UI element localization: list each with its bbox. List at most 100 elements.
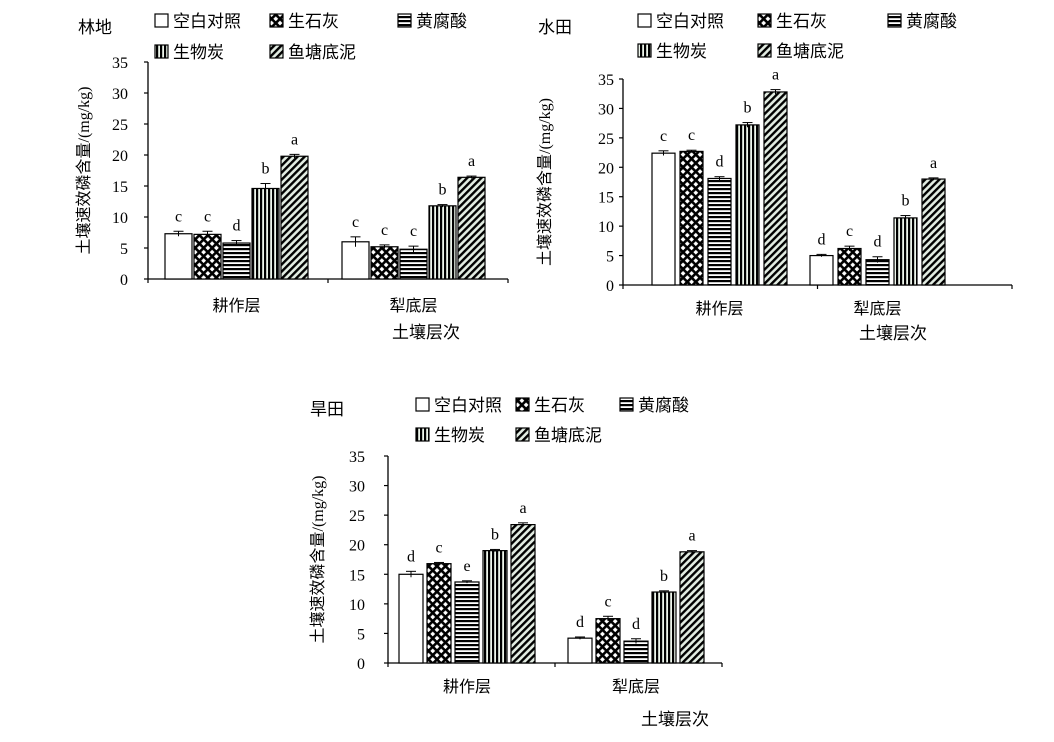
bar — [623, 640, 649, 664]
legend-swatch — [887, 13, 902, 28]
legend-swatch — [154, 44, 169, 59]
legend-label: 生石灰 — [288, 12, 339, 31]
legend-swatch — [757, 13, 772, 28]
y-tick-label: 20 — [598, 160, 614, 177]
legend-item: 生物炭 — [154, 43, 224, 62]
legend-swatch — [637, 13, 652, 28]
y-tick-label: 35 — [112, 55, 128, 72]
legend-item: 生物炭 — [637, 42, 707, 61]
legend-swatch — [415, 397, 430, 412]
significance-letter: c — [660, 128, 667, 145]
significance-letter: a — [519, 500, 526, 517]
y-tick-label: 10 — [112, 210, 128, 227]
significance-letter: d — [874, 234, 882, 251]
significance-letter: a — [291, 131, 298, 148]
y-tick-label: 0 — [357, 656, 365, 673]
y-tick-label: 25 — [112, 117, 128, 134]
y-tick-label: 5 — [357, 626, 365, 643]
legend-label: 黄腐酸 — [638, 396, 689, 415]
bar — [809, 254, 834, 286]
significance-letter: d — [576, 614, 584, 631]
chart-title: 旱田 — [310, 400, 344, 419]
significance-letter: c — [381, 222, 388, 239]
bar — [707, 177, 732, 286]
y-tick-label: 30 — [349, 479, 365, 496]
legend-item: 空白对照 — [637, 12, 724, 31]
legend-item: 鱼塘底泥 — [757, 42, 844, 61]
bar — [763, 91, 788, 286]
legend-swatch — [515, 427, 530, 442]
legend-item: 生石灰 — [515, 396, 585, 415]
legend-item: 鱼塘底泥 — [269, 43, 356, 62]
bar — [567, 637, 593, 664]
significance-letter: b — [744, 100, 752, 117]
y-tick-label: 30 — [598, 101, 614, 118]
x-axis-label: 土壤层次 — [859, 323, 927, 343]
bar — [280, 155, 309, 280]
significance-letter: d — [233, 218, 241, 235]
legend-swatch — [269, 44, 284, 59]
legend-swatch — [637, 43, 652, 58]
legend-label: 生石灰 — [776, 12, 827, 31]
category-label: 犁底层 — [612, 678, 660, 696]
bar — [837, 247, 862, 286]
bar — [251, 187, 280, 280]
significance-letter: c — [688, 127, 695, 144]
y-tick-label: 15 — [112, 179, 128, 196]
legend-item: 黄腐酸 — [397, 12, 467, 31]
y-tick-label: 0 — [120, 272, 128, 289]
significance-letter: c — [175, 208, 182, 225]
y-tick-label: 5 — [606, 249, 614, 266]
bar — [454, 581, 480, 664]
legend-label: 空白对照 — [173, 12, 241, 31]
y-tick-label: 10 — [598, 219, 614, 236]
y-tick-label: 30 — [112, 86, 128, 103]
bar — [921, 178, 946, 286]
y-tick-label: 35 — [349, 449, 365, 466]
x-axis-label: 土壤层次 — [392, 322, 460, 342]
bar — [193, 233, 222, 280]
legend-item: 空白对照 — [415, 396, 502, 415]
legend-item: 鱼塘底泥 — [515, 426, 602, 445]
y-tick-label: 20 — [112, 148, 128, 165]
bar — [426, 563, 452, 664]
legend-label: 生石灰 — [534, 396, 585, 415]
legend-swatch — [619, 397, 634, 412]
significance-letter: d — [632, 616, 640, 633]
bar — [222, 242, 251, 280]
significance-letter: c — [204, 208, 211, 225]
legend-label: 鱼塘底泥 — [534, 426, 602, 445]
legend-swatch — [515, 397, 530, 412]
significance-letter: b — [902, 193, 910, 210]
bar — [595, 618, 621, 664]
legend-label: 生物炭 — [434, 426, 485, 445]
y-axis-label: 土壤速效磷含量/(mg/kg) — [308, 476, 327, 644]
legend-label: 黄腐酸 — [906, 12, 957, 31]
significance-letter: b — [491, 526, 499, 543]
bar — [510, 524, 536, 664]
significance-letter: a — [930, 155, 937, 172]
bar — [865, 259, 890, 286]
significance-letter: b — [660, 568, 668, 585]
bar — [164, 233, 193, 280]
legend-swatch — [269, 13, 284, 28]
legend-label: 生物炭 — [656, 42, 707, 61]
legend-swatch — [415, 427, 430, 442]
category-label: 犁底层 — [853, 300, 901, 318]
bar — [482, 550, 508, 664]
y-tick-label: 35 — [598, 72, 614, 89]
y-tick-label: 25 — [598, 131, 614, 148]
bar — [651, 152, 676, 286]
chart-title: 水田 — [538, 18, 572, 37]
legend-swatch — [757, 43, 772, 58]
significance-letter: d — [407, 548, 415, 565]
bar — [679, 551, 705, 664]
legend-item: 生石灰 — [757, 12, 827, 31]
bar — [679, 150, 704, 286]
legend-item: 生物炭 — [415, 426, 485, 445]
y-tick-label: 10 — [349, 597, 365, 614]
bar — [341, 241, 370, 280]
y-tick-label: 15 — [349, 567, 365, 584]
